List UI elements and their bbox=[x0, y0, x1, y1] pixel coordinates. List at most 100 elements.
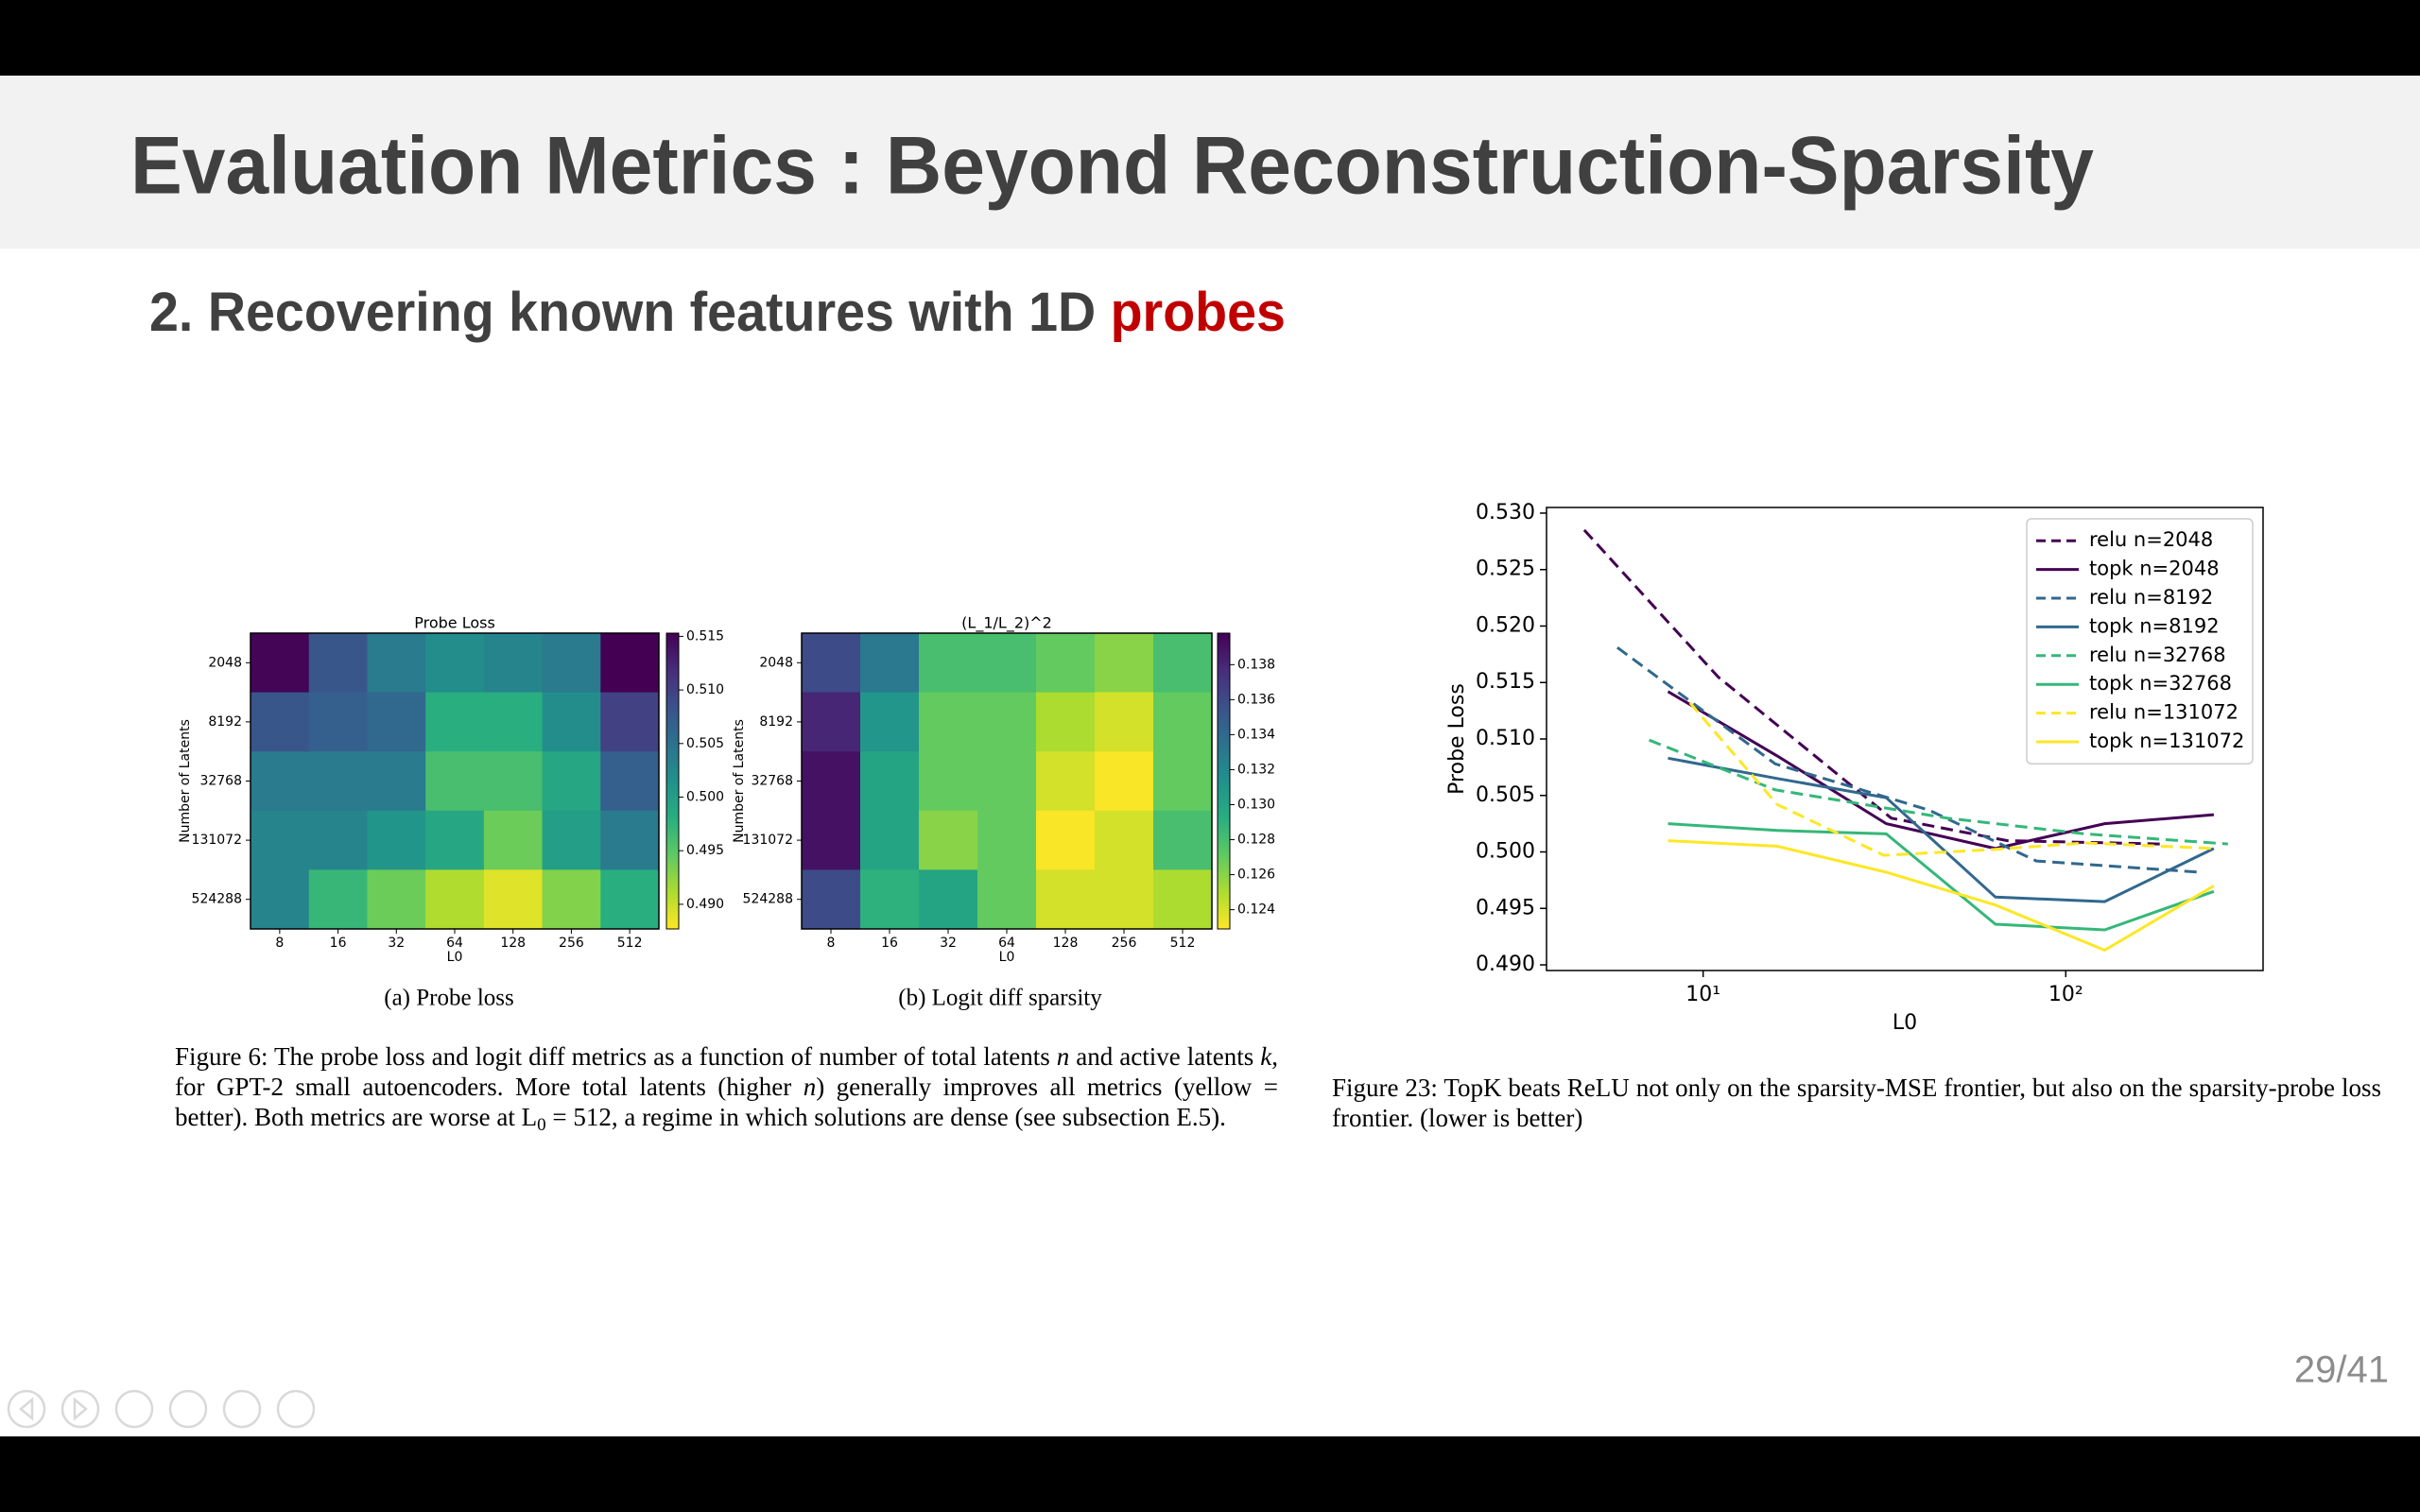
y-tick-label: 524288 bbox=[192, 892, 242, 907]
x-tick-label: 16 bbox=[881, 936, 898, 951]
subtitle-highlight: probes bbox=[1111, 282, 1286, 343]
heatmap-cell bbox=[251, 869, 310, 930]
slide-title: Evaluation Metrics : Beyond Reconstructi… bbox=[130, 121, 2094, 212]
heatmap-cell bbox=[919, 869, 978, 930]
page-number: 29/41 bbox=[2294, 1349, 2389, 1391]
heatmap: (L_1/L_2)^2 8 16 32 64 128 256 512 2048 8192 32768… bbox=[732, 614, 1275, 966]
heatmap-cell bbox=[860, 810, 920, 870]
nav-prev[interactable] bbox=[7, 1389, 46, 1429]
y-tick-label: 0.505 bbox=[1476, 783, 1535, 807]
x-tick-label: 32 bbox=[940, 936, 957, 951]
series-line bbox=[1668, 839, 2215, 953]
y-tick-label: 0.520 bbox=[1476, 613, 1535, 637]
series-line bbox=[1616, 645, 2201, 874]
y-axis-label: Number of Latents bbox=[178, 719, 193, 843]
heatmap-cell bbox=[425, 692, 485, 752]
legend-label: topk n=32768 bbox=[2089, 672, 2232, 695]
heatmap-cell bbox=[542, 751, 601, 812]
y-axis-label: Probe Loss bbox=[1445, 683, 1469, 795]
heatmap-cell bbox=[251, 633, 310, 694]
heatmap-cell bbox=[425, 633, 485, 694]
nav-next[interactable] bbox=[60, 1389, 100, 1429]
heatmap-cell bbox=[1095, 633, 1154, 694]
colorbar-tick-label: 0.136 bbox=[1237, 692, 1275, 707]
heatmap-cell bbox=[802, 692, 861, 752]
colorbar-tick-label: 0.124 bbox=[1237, 902, 1275, 918]
caption-segment: Figure 6: The probe loss and logit diff … bbox=[175, 1042, 1057, 1071]
caption-segment: ) generally improves all metrics (yellow… bbox=[175, 1073, 1278, 1131]
nav-more[interactable] bbox=[276, 1389, 316, 1429]
x-tick-label: 8 bbox=[827, 936, 836, 951]
heatmap-cell bbox=[600, 633, 660, 694]
y-tick-label: 0.490 bbox=[1476, 953, 1535, 976]
heatmap-cell bbox=[542, 633, 601, 694]
heatmap-cell bbox=[367, 633, 426, 694]
figure-caption: Figure 23: TopK beats ReLU not only on t… bbox=[1332, 1074, 2381, 1132]
heatmap-cell bbox=[1153, 633, 1213, 694]
heatmap-cell bbox=[977, 869, 1037, 930]
y-tick-label: 2048 bbox=[208, 655, 242, 670]
y-tick-label: 8192 bbox=[208, 714, 242, 730]
series-line bbox=[1582, 528, 2162, 846]
heatmap-title: (L_1/L_2)^2 bbox=[961, 614, 1052, 633]
x-tick-label: 64 bbox=[998, 936, 1015, 951]
legend-label: topk n=2048 bbox=[2089, 558, 2220, 580]
heatmap-cell bbox=[977, 751, 1037, 812]
heatmap-cell bbox=[802, 810, 861, 870]
y-tick-label: 524288 bbox=[743, 892, 793, 907]
heatmap-cell bbox=[542, 869, 601, 930]
heatmap-cell bbox=[919, 751, 978, 812]
legend-label: topk n=8192 bbox=[2089, 614, 2220, 637]
heatmap-cell bbox=[308, 810, 368, 870]
heatmap-cell bbox=[251, 692, 310, 752]
x-tick-label: 128 bbox=[500, 936, 526, 951]
y-tick-label: 32768 bbox=[751, 774, 793, 789]
heatmap-cell bbox=[1036, 869, 1096, 930]
y-tick-label: 131072 bbox=[743, 833, 793, 848]
plot-frame bbox=[1546, 507, 2264, 971]
legend-label: relu n=8192 bbox=[2089, 586, 2213, 609]
series-line bbox=[1667, 690, 2215, 850]
heatmap-cell bbox=[367, 810, 426, 870]
heatmap-cell bbox=[860, 692, 920, 752]
series-line bbox=[1688, 701, 2216, 857]
colorbar-tick-label: 0.505 bbox=[686, 736, 724, 751]
y-tick-label: 0.495 bbox=[1476, 896, 1535, 919]
y-tick-label: 0.530 bbox=[1476, 501, 1535, 524]
x-tick-label: 32 bbox=[388, 936, 405, 951]
subfigure-caption: (b) Logit diff sparsity bbox=[898, 986, 1102, 1011]
heatmap-cell bbox=[1036, 633, 1096, 694]
colorbar-tick-label: 0.515 bbox=[686, 628, 724, 644]
heatmap-cell bbox=[425, 810, 485, 870]
heatmap-cell bbox=[1095, 869, 1154, 930]
heatmap-title: Probe Loss bbox=[414, 614, 495, 632]
heatmap-cell bbox=[483, 869, 544, 930]
caption-segment: , for GPT-2 small autoencoders. More tot… bbox=[175, 1042, 1279, 1101]
caption-segment: and active latents bbox=[1069, 1042, 1261, 1071]
nav-pen[interactable] bbox=[114, 1389, 154, 1429]
legend-box bbox=[2026, 518, 2254, 765]
colorbar-tick-label: 0.138 bbox=[1237, 657, 1275, 672]
heatmap-cell bbox=[425, 869, 485, 930]
nav-slides[interactable] bbox=[168, 1389, 208, 1429]
heatmap-cell bbox=[367, 869, 426, 930]
x-tick-label: 8 bbox=[275, 936, 284, 951]
colorbar-tick-label: 0.134 bbox=[1237, 727, 1275, 742]
colorbar-tick-label: 0.128 bbox=[1237, 833, 1275, 848]
series-line bbox=[1668, 756, 2215, 903]
heatmap-cell bbox=[1036, 751, 1096, 812]
x-tick-label: 512 bbox=[617, 936, 643, 951]
y-axis-label: Number of Latents bbox=[732, 719, 747, 843]
heatmap-cell bbox=[1095, 810, 1154, 870]
header-band bbox=[0, 76, 2420, 249]
nav-zoom[interactable] bbox=[222, 1389, 262, 1429]
y-tick-label: 32768 bbox=[199, 774, 242, 789]
heatmap-cell bbox=[367, 751, 426, 812]
x-tick-label: 16 bbox=[330, 936, 347, 951]
heatmap-cell bbox=[977, 692, 1037, 752]
y-tick-label: 0.515 bbox=[1476, 670, 1535, 694]
x-tick-label: 256 bbox=[1112, 936, 1137, 951]
heatmap-cell bbox=[1153, 751, 1213, 812]
